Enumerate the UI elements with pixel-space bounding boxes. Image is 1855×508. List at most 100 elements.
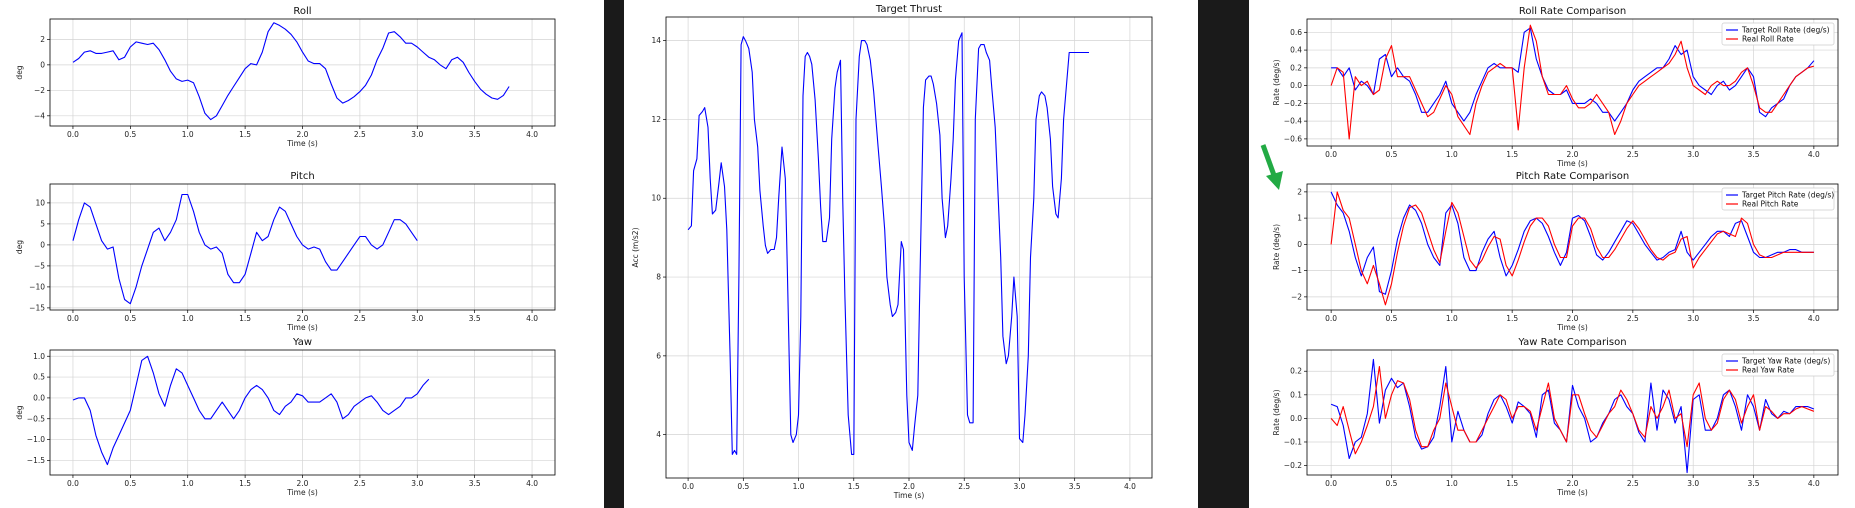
x-tick-label: 0.0: [682, 482, 694, 491]
y-tick-label: 2: [40, 35, 45, 44]
roll-xlabel: Time (s): [286, 139, 318, 148]
y-tick-label: −15: [29, 303, 45, 312]
pitch-series-0: [72, 193, 418, 305]
x-tick-label: 3.5: [469, 130, 481, 139]
rate-comparison-charts: 0.0 0.5 1.0 1.5 2.0 2.5 3.0 3.5 4.0 0.6 0.4 0.2 0.0 −…: [1272, 6, 1839, 497]
x-tick-label: 0.5: [1386, 479, 1398, 488]
y-tick-label: 0.2: [1290, 63, 1302, 72]
y-tick-label: 0.4: [1290, 46, 1302, 55]
roll-series-0: [72, 22, 510, 121]
y-tick-label: 0.5: [33, 373, 45, 382]
x-tick-label: 2.5: [354, 130, 366, 139]
x-tick-label: 3.5: [1748, 150, 1760, 159]
y-tick-label: 0.6: [1290, 28, 1302, 37]
thrust-ylabel: Acc (m/s2): [631, 227, 640, 267]
x-tick-label: 3.5: [1748, 314, 1760, 323]
pitch-title: Pitch: [290, 171, 314, 182]
pitch_rate-xlabel: Time (s): [1556, 323, 1588, 332]
y-tick-label: −2: [34, 86, 45, 95]
y-tick-label: 0.1: [1290, 390, 1302, 399]
x-tick-label: 1.0: [793, 482, 805, 491]
pitch-xlabel: Time (s): [286, 323, 318, 332]
legend-label: Real Pitch Rate: [1742, 200, 1799, 209]
y-tick-label: 1.0: [33, 352, 45, 361]
x-tick-label: 1.0: [1446, 150, 1458, 159]
y-tick-label: −4: [34, 111, 45, 120]
roll_rate-series-1: [1330, 24, 1815, 140]
x-tick-label: 0.5: [124, 479, 136, 488]
x-tick-label: 0.0: [1325, 150, 1337, 159]
x-tick-label: 3.0: [1687, 150, 1699, 159]
legend-box: [1721, 187, 1835, 211]
x-tick-label: 2.5: [354, 479, 366, 488]
legend-box: [1721, 22, 1835, 46]
y-tick-label: −0.5: [27, 414, 45, 423]
x-tick-label: 3.5: [469, 479, 481, 488]
x-tick-label: 1.0: [182, 130, 194, 139]
x-tick-label: 0.0: [67, 130, 79, 139]
y-tick-label: 2: [1297, 187, 1302, 196]
thrust-series-0: [687, 32, 1089, 455]
roll_rate-series-0: [1331, 27, 1815, 122]
x-tick-label: 4.0: [1808, 314, 1820, 323]
y-tick-label: 0.2: [1290, 367, 1302, 376]
right-figure-panel: 0.0 0.5 1.0 1.5 2.0 2.5 3.0 3.5 4.0 0.6 0.4 0.2 0.0 −…: [1249, 0, 1855, 508]
pitch_rate-title: Pitch Rate Comparison: [1516, 171, 1630, 182]
x-tick-label: 1.5: [848, 482, 860, 491]
y-tick-label: −0.6: [1284, 134, 1302, 143]
y-tick-label: −0.2: [1284, 99, 1302, 108]
x-tick-label: 2.0: [1567, 479, 1579, 488]
yaw-series-0: [72, 355, 430, 466]
y-tick-label: −5: [34, 261, 45, 270]
x-tick-label: 2.5: [958, 482, 970, 491]
roll_rate-legend: Target Roll Rate (deg/s)Real Roll Rate: [1721, 22, 1835, 46]
thrust-chart: 0.0 0.5 1.0 1.5 2.0 2.5 3.0 3.5 4.0 14 12 10 8 6 4 Targ…: [631, 4, 1153, 500]
legend-label: Real Yaw Rate: [1742, 366, 1795, 375]
pitch-chart: 0.0 0.5 1.0 1.5 2.0 2.5 3.0 3.5 4.0 10 5 0 −5 −10 −15 P…: [15, 171, 556, 332]
y-tick-label: −2: [1291, 292, 1302, 301]
legend-label: Target Roll Rate (deg/s): [1741, 26, 1830, 35]
x-tick-label: 1.0: [1446, 314, 1458, 323]
x-tick-label: 4.0: [526, 314, 538, 323]
y-tick-label: 4: [656, 430, 661, 439]
y-tick-label: 10: [35, 198, 45, 207]
x-tick-label: 0.0: [67, 479, 79, 488]
y-tick-label: 0: [1297, 240, 1302, 249]
left-figure-panel: 0.0 0.5 1.0 1.5 2.0 2.5 3.0 3.5 4.0 2 0 −2 −4 Roll Tim…: [0, 0, 604, 508]
yaw_rate-xlabel: Time (s): [1556, 488, 1588, 497]
x-tick-label: 3.5: [1069, 482, 1081, 491]
legend-label: Real Roll Rate: [1742, 35, 1794, 44]
thrust-title: Target Thrust: [875, 4, 942, 15]
x-tick-label: 0.0: [1325, 479, 1337, 488]
yaw_rate-title: Yaw Rate Comparison: [1517, 337, 1626, 348]
y-tick-label: 5: [40, 219, 45, 228]
pitch_rate-ylabel: Rate (deg/s): [1272, 224, 1281, 270]
y-tick-label: 1: [1297, 214, 1302, 223]
x-tick-label: 1.5: [239, 479, 251, 488]
x-tick-label: 0.0: [67, 314, 79, 323]
x-tick-label: 3.0: [411, 479, 423, 488]
x-tick-label: 1.5: [239, 314, 251, 323]
roll_rate-ylabel: Rate (deg/s): [1272, 59, 1281, 105]
yaw_rate-series-1: [1330, 365, 1815, 455]
pitch_rate-legend: Target Pitch Rate (deg/s)Real Pitch Rate: [1721, 187, 1835, 211]
y-tick-label: 12: [651, 115, 661, 124]
x-tick-label: 4.0: [1808, 150, 1820, 159]
y-tick-label: −0.1: [1284, 437, 1302, 446]
yaw-xlabel: Time (s): [286, 488, 318, 497]
x-tick-label: 3.0: [1687, 479, 1699, 488]
x-tick-label: 3.5: [1748, 479, 1760, 488]
x-tick-label: 2.5: [1627, 150, 1639, 159]
middle-figure-panel: 0.0 0.5 1.0 1.5 2.0 2.5 3.0 3.5 4.0 14 12 10 8 6 4 Targ…: [624, 0, 1198, 508]
x-tick-label: 2.5: [1627, 314, 1639, 323]
x-tick-label: 1.0: [1446, 479, 1458, 488]
x-tick-label: 1.5: [239, 130, 251, 139]
y-tick-label: 0: [40, 240, 45, 249]
y-tick-label: 0.0: [1290, 81, 1302, 90]
x-tick-label: 2.0: [1567, 314, 1579, 323]
roll-chart: 0.0 0.5 1.0 1.5 2.0 2.5 3.0 3.5 4.0 2 0 −2 −4 Roll Tim…: [15, 6, 556, 148]
y-tick-label: 0.0: [33, 393, 45, 402]
x-tick-label: 0.5: [124, 314, 136, 323]
y-tick-label: 8: [656, 273, 661, 282]
y-tick-label: −1: [1291, 266, 1302, 275]
